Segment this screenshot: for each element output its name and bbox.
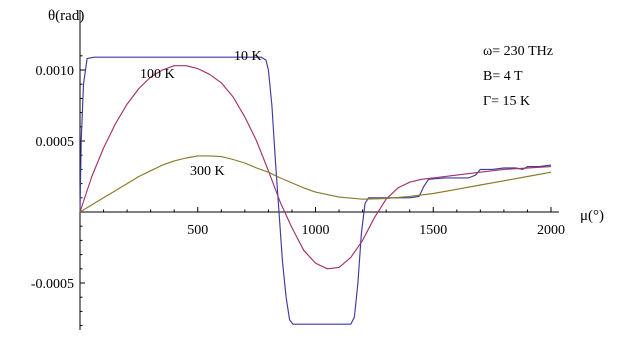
x-tick-label: 1000 — [302, 223, 330, 238]
annotation-gamma: Γ= 15 K — [483, 94, 530, 109]
x-axis-label: μ(°) — [580, 208, 604, 224]
series-line-1 — [79, 65, 552, 270]
annotation-field: B= 4 T — [483, 69, 523, 84]
x-tick-label: 1500 — [419, 223, 447, 238]
annotation-omega: ω= 230 THz — [483, 44, 553, 59]
series-label-100k: 100 K — [140, 67, 175, 82]
series-line-0 — [79, 56, 552, 325]
y-tick-label: 0.0005 — [36, 135, 75, 150]
y-tick-label: 0.0010 — [36, 64, 75, 79]
series-label-300k: 300 K — [190, 164, 225, 179]
y-axis-label: θ(rad) — [48, 8, 84, 24]
y-tick-label: -0.0005 — [31, 277, 74, 292]
series-lines — [79, 56, 552, 325]
ticks: 500 1000 1500 2000 0.0010 0.0005 -0.0005 — [31, 55, 565, 327]
x-tick-label: 500 — [187, 223, 208, 238]
series-line-2 — [79, 155, 552, 213]
axes — [79, 10, 559, 330]
x-tick-label: 2000 — [537, 223, 565, 238]
series-label-10k: 10 K — [234, 49, 262, 64]
